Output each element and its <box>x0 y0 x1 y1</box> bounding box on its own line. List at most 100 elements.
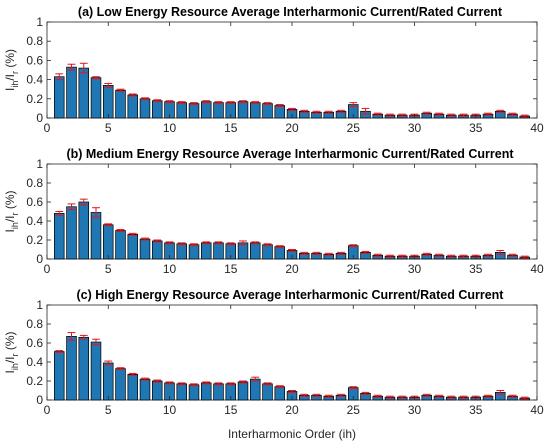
y-tick-label: 0.2 <box>26 374 43 388</box>
y-tick-label: 0.2 <box>26 233 43 247</box>
x-tick-label: 25 <box>347 262 361 276</box>
y-label-mid: /I <box>3 74 17 81</box>
x-tick-label: 25 <box>347 403 361 417</box>
bar <box>237 101 249 119</box>
y-tick-label: 0.6 <box>26 336 43 350</box>
y-tick-label: 0.8 <box>26 34 43 48</box>
x-tick-label: 0 <box>44 121 51 135</box>
y-label-unit: (%) <box>3 49 17 71</box>
bar <box>115 89 126 119</box>
bar <box>188 103 200 119</box>
panel-1: (a) Low Energy Resource Average Interhar… <box>3 5 544 135</box>
bar <box>66 66 77 119</box>
chart-title: (b) Medium Energy Resource Average Inter… <box>66 147 514 161</box>
chart-title: (a) Low Energy Resource Average Interhar… <box>78 5 503 19</box>
bar <box>237 381 249 401</box>
bar <box>152 240 163 260</box>
bar <box>274 105 286 119</box>
y-axis-label: Iih/Ir (%) <box>3 331 20 373</box>
bar <box>127 233 138 260</box>
bar <box>262 103 273 119</box>
bar <box>152 100 163 119</box>
y-label-main: I <box>3 229 17 232</box>
bar <box>176 383 188 401</box>
y-tick-label: 1 <box>36 298 43 312</box>
bar <box>262 244 273 260</box>
y-axis-label: Iih/Ir (%) <box>3 49 20 91</box>
y-tick-label: 0.6 <box>26 53 43 67</box>
x-tick-label: 35 <box>469 121 483 135</box>
y-tick-label: 1 <box>36 15 43 29</box>
bar <box>127 374 138 401</box>
bar <box>115 368 126 401</box>
panel-2: (b) Medium Energy Resource Average Inter… <box>3 147 544 276</box>
bar <box>250 102 261 119</box>
y-tick-label: 0.4 <box>26 355 43 369</box>
x-tick-label: 20 <box>285 403 299 417</box>
x-tick-label: 0 <box>44 403 51 417</box>
y-label-sub1: ih <box>10 81 20 88</box>
bar <box>213 383 224 401</box>
x-tick-label: 35 <box>469 262 483 276</box>
x-tick-label: 15 <box>224 403 238 417</box>
bar <box>213 242 224 260</box>
bar <box>102 85 114 119</box>
bar <box>201 242 212 260</box>
y-label-mid: /I <box>3 215 17 222</box>
y-label-sub1: ih <box>10 363 20 370</box>
panel-3: (c) High Energy Resource Average Interha… <box>3 288 544 417</box>
y-tick-label: 0.8 <box>26 317 43 331</box>
y-label-sub2: r <box>10 353 20 356</box>
bar <box>139 98 151 119</box>
y-tick-label: 0.4 <box>26 214 43 228</box>
y-tick-label: 0 <box>36 111 43 125</box>
bar <box>90 212 102 260</box>
bar <box>237 242 249 260</box>
bar <box>78 67 89 119</box>
x-tick-label: 5 <box>105 403 112 417</box>
bar <box>53 351 65 401</box>
y-tick-label: 0.8 <box>26 176 43 190</box>
y-label-unit: (%) <box>3 190 17 212</box>
bar <box>102 362 114 401</box>
bar <box>188 384 200 401</box>
bar <box>274 386 286 401</box>
bar <box>90 77 102 119</box>
bar <box>78 201 89 260</box>
bar <box>176 243 188 260</box>
y-tick-label: 0.4 <box>26 73 43 87</box>
y-label-main: I <box>3 88 17 91</box>
bar <box>274 246 286 260</box>
x-tick-label: 15 <box>224 121 238 135</box>
y-tick-label: 1 <box>36 157 43 171</box>
x-tick-label: 30 <box>408 403 422 417</box>
bar <box>66 206 77 260</box>
bar <box>139 378 151 401</box>
y-tick-label: 0.2 <box>26 92 43 106</box>
bar <box>115 230 126 260</box>
bar <box>102 224 114 260</box>
y-label-main: I <box>3 370 17 373</box>
y-label-mid: /I <box>3 356 17 363</box>
x-tick-label: 40 <box>530 262 544 276</box>
bar <box>139 238 151 260</box>
y-tick-label: 0 <box>36 252 43 266</box>
x-tick-label: 30 <box>408 121 422 135</box>
x-tick-label: 40 <box>530 403 544 417</box>
x-tick-label: 10 <box>163 403 177 417</box>
y-label-sub2: r <box>10 212 20 215</box>
y-label-unit: (%) <box>3 331 17 353</box>
x-tick-label: 20 <box>285 262 299 276</box>
bar <box>53 76 65 119</box>
y-label-sub1: ih <box>10 222 20 229</box>
bar <box>127 94 138 119</box>
x-tick-label: 30 <box>408 262 422 276</box>
bar <box>201 101 212 119</box>
bar <box>90 341 102 401</box>
x-tick-label: 5 <box>105 121 112 135</box>
y-tick-label: 0.6 <box>26 195 43 209</box>
bar <box>201 382 212 401</box>
y-axis-label: Iih/Ir (%) <box>3 190 20 232</box>
bar <box>66 336 77 401</box>
